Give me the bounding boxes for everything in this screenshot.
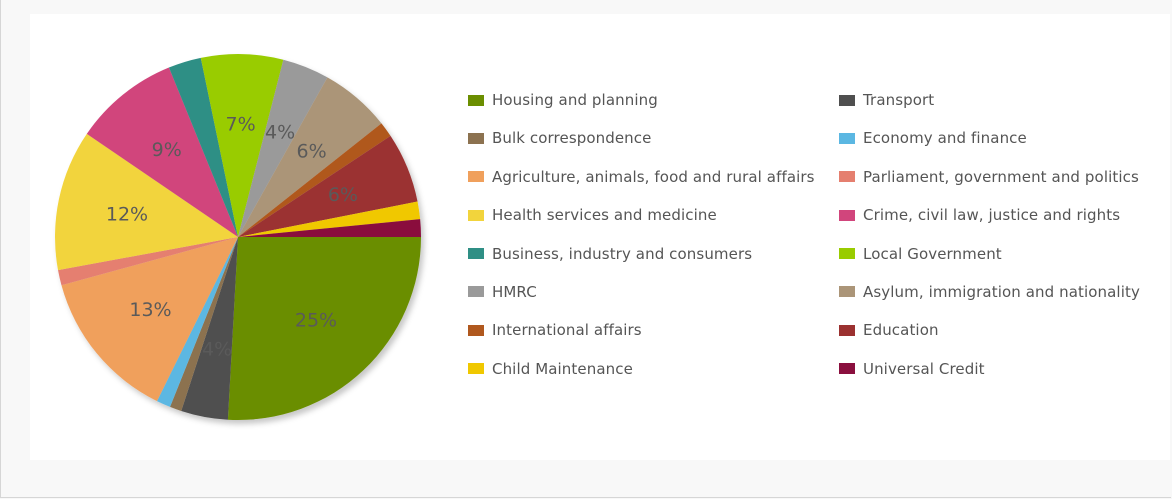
legend-label: Local Government [863,244,1002,263]
slice-data-label: 4% [265,122,295,144]
legend-label: HMRC [492,282,537,301]
pie-slice-7[interactable] [55,133,238,271]
legend-swatch [468,363,484,375]
legend-item[interactable]: Economy and finance [839,126,1169,150]
legend-item[interactable]: Parliament, government and politics [839,165,1169,189]
slice-data-label: 12% [106,204,148,226]
legend-label: Health services and medicine [492,206,717,225]
legend-swatch [839,248,855,260]
pie-slice-9[interactable] [168,57,238,237]
legend-label: Parliament, government and politics [863,167,1139,186]
legend-item[interactable]: Business, industry and consumers [468,242,839,266]
chart-legend: Housing and planning Transport Bulk corres… [468,88,1169,395]
legend-item[interactable]: International affairs [468,318,839,342]
legend-swatch [839,363,855,375]
slice-data-label: 4% [202,339,232,361]
legend-label: Universal Credit [863,359,985,378]
legend-label: International affairs [492,321,642,340]
legend-item[interactable]: HMRC [468,280,839,304]
legend-label: Bulk correspondence [492,129,652,148]
pie-slice-10[interactable] [200,54,284,237]
legend-swatch [468,209,484,221]
pie-slice-11[interactable] [238,59,328,238]
legend-swatch [468,248,484,260]
pie-slice-12[interactable] [238,77,382,237]
pie-slice-1[interactable] [227,237,421,420]
legend-swatch [839,94,855,106]
legend-swatch [839,132,855,144]
legend-label: Business, industry and consumers [492,244,753,263]
pie-slice-13[interactable] [238,123,391,237]
pie-slice-5[interactable] [61,237,238,402]
pie-slice-15[interactable] [238,201,421,237]
pie-slice-6[interactable] [58,237,238,286]
legend-label: Economy and finance [863,129,1027,148]
legend-swatch [468,171,484,183]
pie-slice-14[interactable] [238,135,418,237]
legend-swatch [468,286,484,298]
legend-swatch [839,324,855,336]
pie-slice-4[interactable] [156,237,238,407]
legend-swatch [839,286,855,298]
legend-swatch [839,171,855,183]
slice-data-label: 13% [129,299,171,321]
slice-data-label: 25% [295,309,337,331]
legend-label: Child Maintenance [492,359,633,378]
slice-data-label: 6% [297,141,327,163]
pie-slice-16[interactable] [238,219,421,237]
legend-item[interactable]: Bulk correspondence [468,126,839,150]
legend-label: Crime, civil law, justice and rights [863,206,1121,225]
legend-label: Agriculture, animals, food and rural aff… [492,167,815,186]
legend-item[interactable]: Health services and medicine [468,203,839,227]
legend-item[interactable]: Asylum, immigration and nationality [839,280,1169,304]
legend-item[interactable]: Universal Credit [839,357,1169,381]
pie-slice-8[interactable] [86,67,238,237]
legend-item[interactable]: Education [839,318,1169,342]
legend-item[interactable]: Agriculture, animals, food and rural aff… [468,165,839,189]
pie-slice-2[interactable] [181,237,238,420]
legend-label: Transport [863,91,935,109]
legend-label: Education [863,321,939,340]
pie-slice-3[interactable] [170,237,238,411]
legend-item[interactable]: Crime, civil law, justice and rights [839,203,1169,227]
slice-data-label: 9% [152,139,182,161]
legend-swatch [839,209,855,221]
legend-swatch [468,132,484,144]
legend-swatch [468,94,484,106]
slice-data-label: 6% [328,184,358,206]
legend-label: Asylum, immigration and nationality [863,282,1140,301]
slice-data-label: 7% [226,114,256,136]
legend-swatch [468,324,484,336]
legend-item[interactable]: Transport [839,88,1169,112]
legend-label: Housing and planning [492,91,658,109]
legend-item[interactable]: Local Government [839,242,1169,266]
legend-item[interactable]: Child Maintenance [468,357,839,381]
pie-chart: 25%4%13%12%9%7% 4%6%6% [55,54,421,420]
legend-item[interactable]: Housing and planning [468,88,839,112]
